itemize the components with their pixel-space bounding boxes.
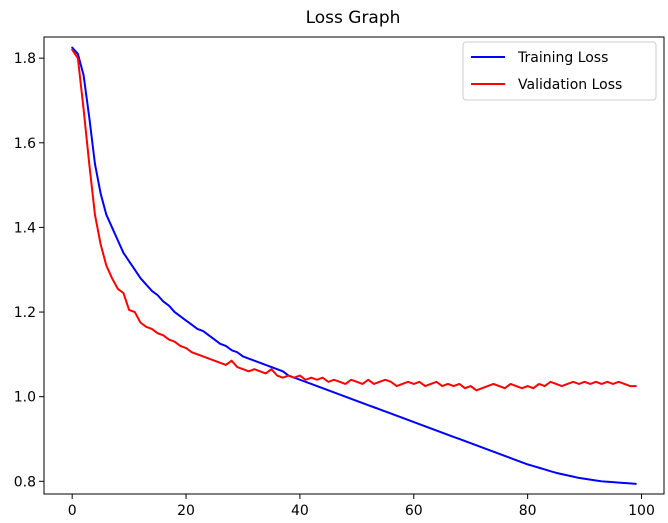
x-tick-label: 40: [291, 503, 309, 519]
x-tick-label: 60: [405, 503, 423, 519]
y-tick-label: 1.8: [14, 51, 36, 67]
x-axis: 0 20 40 60 80 100: [68, 494, 655, 519]
y-tick-label: 1.6: [14, 136, 36, 152]
x-tick-label: 80: [519, 503, 537, 519]
y-tick-label: 1.0: [14, 390, 36, 406]
x-tick-label: 0: [68, 503, 77, 519]
y-tick-label: 0.8: [14, 474, 36, 490]
legend-box: [462, 41, 657, 101]
y-tick-label: 1.2: [14, 305, 36, 321]
series-line-validation-loss: [71, 48, 637, 392]
x-tick-label: 100: [628, 503, 655, 519]
legend: Training Loss Validation Loss: [462, 41, 657, 101]
legend-label-training-loss: Training Loss: [517, 50, 608, 66]
legend-label-validation-loss: Validation Loss: [518, 77, 622, 93]
chart-title: Loss Graph: [306, 8, 401, 28]
plot-frame: [43, 36, 665, 495]
y-tick-label: 1.4: [14, 220, 36, 236]
x-tick-label: 20: [177, 503, 195, 519]
plot-area: [44, 37, 664, 494]
series-layer: [71, 46, 637, 485]
y-axis: 0.8 1.0 1.2 1.4 1.6 1.8: [14, 51, 44, 490]
series-line-training-loss: [71, 46, 637, 485]
